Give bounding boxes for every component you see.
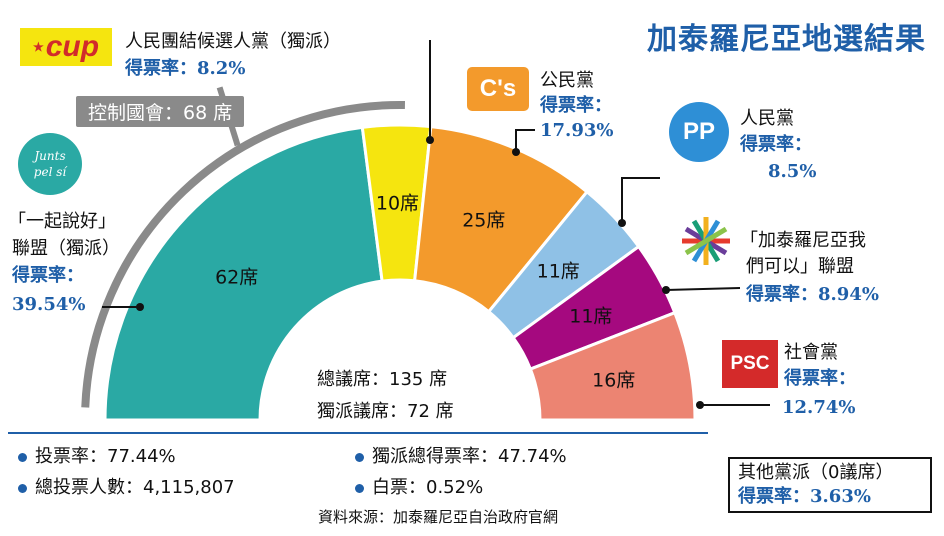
psc-logo: PSC	[722, 340, 778, 388]
leader-dot-csqp	[662, 286, 670, 294]
csqp-logo	[682, 217, 730, 265]
seat-wedge-juntspelsi	[103, 125, 384, 422]
csqp-rate: 得票率：8.94%	[746, 284, 879, 305]
cs-logo: C's	[467, 67, 529, 111]
pp-logo: PP	[669, 102, 729, 162]
seat-label-psc: 16席	[592, 370, 635, 392]
junts-rate-label: 得票率：	[12, 265, 84, 286]
psc-name: 社會黨	[784, 342, 838, 363]
pp-name: 人民黨	[740, 108, 794, 129]
seat-wedge-psc	[528, 310, 697, 422]
total-voters-stat: 總投票人數：4,115,807	[18, 473, 235, 499]
others-rate: 得票率：3.63%	[738, 486, 871, 507]
seat-label-juntspelsi: 62席	[215, 266, 258, 288]
blank-vote-stat: 白票：0.52%	[355, 473, 483, 499]
seat-label-csqp: 11席	[569, 306, 612, 328]
cup-rate: 得票率：8.2%	[125, 58, 246, 79]
csqp-name-1: 「加泰羅尼亞我	[740, 230, 866, 251]
divider	[8, 432, 708, 434]
cs-rate: 17.93%	[540, 120, 614, 141]
junts-rate: 39.54%	[12, 294, 86, 315]
others-name: 其他黨派（0議席）	[738, 462, 894, 483]
seat-label-cup: 10席	[376, 193, 419, 215]
psc-rate-label: 得票率：	[784, 368, 856, 389]
seat-label-cs: 25席	[462, 209, 505, 231]
leader-line-cs	[515, 129, 535, 152]
leader-dot-cup	[426, 136, 434, 144]
majority-arc	[81, 101, 406, 408]
cup-logo: ★ cup	[20, 28, 112, 66]
pp-rate: 8.5%	[768, 161, 817, 182]
leader-dot-juntspelsi	[136, 303, 144, 311]
leader-dot-psc	[696, 401, 704, 409]
leader-line-csqp	[665, 287, 741, 291]
pp-rate-label: 得票率：	[740, 134, 812, 155]
cs-name: 公民黨	[540, 70, 594, 91]
cup-name: 人民團結候選人黨（獨派）	[125, 31, 341, 52]
majority-label: 控制國會：68 席	[76, 96, 245, 127]
source-note: 資料來源：加泰羅尼亞自治政府官網	[318, 508, 559, 526]
junts-logo: Junts pel sí	[18, 133, 82, 195]
cs-rate-label: 得票率：	[540, 95, 612, 116]
total-seats-label: 總議席：135 席	[317, 369, 448, 390]
psc-rate: 12.74%	[782, 397, 856, 418]
csqp-name-2: 們可以」聯盟	[746, 256, 854, 277]
leader-line-pp	[621, 177, 660, 223]
turnout-stat: 投票率：77.44%	[18, 442, 176, 468]
separatist-seats-label: 獨派議席：72 席	[317, 401, 454, 422]
chart-title: 加泰羅尼亞地選結果	[647, 22, 926, 57]
leader-dot-pp	[618, 219, 626, 227]
leader-dot-cs	[512, 148, 520, 156]
separatist-share-stat: 獨派總得票率：47.74%	[355, 442, 567, 468]
junts-name-2: 聯盟（獨派）	[12, 238, 120, 259]
junts-name-1: 「一起說好」	[8, 211, 116, 232]
others-box: 其他黨派（0議席） 得票率：3.63%	[728, 457, 932, 513]
seat-label-pp: 11席	[537, 261, 580, 283]
